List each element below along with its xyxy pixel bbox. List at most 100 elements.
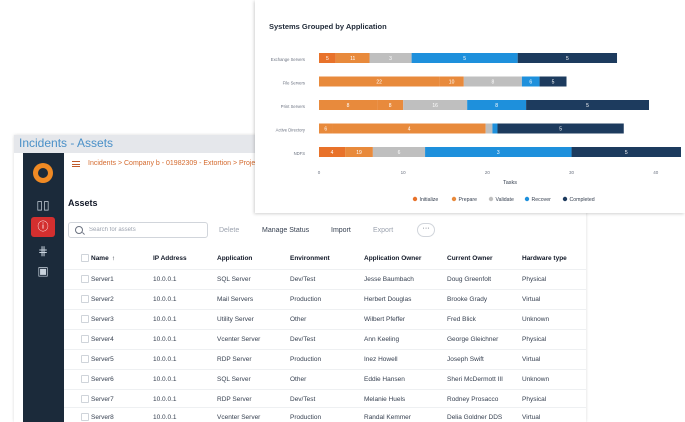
table-row[interactable]: Server6 10.0.0.1 SQL Server Other Eddie … [64, 369, 586, 389]
contacts-icon[interactable]: ▣ [37, 264, 49, 278]
category-label: NDFS [294, 151, 306, 156]
table-row[interactable]: Server1 10.0.0.1 SQL Server Dev/Test Jes… [64, 269, 586, 289]
table-row[interactable]: Server4 10.0.0.1 Vcenter Server Dev/Test… [64, 329, 586, 349]
row-checkbox[interactable] [81, 413, 89, 421]
delete-button[interactable]: Delete [219, 227, 240, 234]
segment-label: 6 [398, 150, 401, 156]
segment-label: 8 [347, 103, 350, 109]
row-checkbox[interactable] [81, 375, 89, 383]
table-row[interactable]: Server8 10.0.0.1 Vcenter Server Producti… [64, 407, 586, 422]
row-checkbox[interactable] [81, 335, 89, 343]
cell-ip: 10.0.0.1 [153, 356, 177, 363]
breadcrumb-bar: Incidents > Company b - 01982309 - Extor… [64, 153, 586, 177]
dashboard-icon[interactable]: ▯▯ [36, 198, 50, 212]
bar-segment [539, 76, 567, 87]
cell-name: Server1 [91, 276, 114, 283]
bar-segment [369, 53, 412, 63]
export-button[interactable]: Export [373, 227, 394, 234]
table-row[interactable]: Server7 10.0.0.1 RDP Server Dev/Test Mel… [64, 389, 586, 409]
row-checkbox[interactable] [81, 355, 89, 363]
cell-environment: Production [290, 296, 322, 303]
table-row[interactable]: Server2 10.0.0.1 Mail Servers Production… [64, 289, 586, 309]
cell-name: Server3 [91, 316, 114, 323]
bar-segment [335, 53, 370, 63]
cell-environment: Other [290, 316, 307, 323]
cell-hardware: Virtual [522, 414, 541, 421]
bar-segment [439, 76, 464, 87]
cell-name: Server8 [91, 414, 114, 421]
legend-label: Recover [532, 197, 552, 203]
segment-label: 19 [356, 150, 362, 156]
column-header-hardware[interactable]: Hardware type [522, 255, 567, 262]
cell-current-owner: Sheri McDermott III [447, 376, 503, 383]
column-header-environment[interactable]: Environment [290, 255, 330, 262]
cell-hardware: Unknown [522, 376, 550, 383]
row-checkbox[interactable] [81, 275, 89, 283]
segment-label: 3 [497, 150, 500, 156]
cell-current-owner: Doug Greenfolt [447, 276, 492, 283]
row-checkbox[interactable] [81, 315, 89, 323]
x-tick-label: 10 [401, 170, 407, 175]
import-button[interactable]: Import [331, 227, 351, 234]
column-header-ip[interactable]: IP Address [153, 255, 187, 262]
bar-segment [485, 123, 493, 134]
cell-app-owner: Melanie Huels [364, 396, 406, 403]
network-icon[interactable]: ⋕ [37, 244, 49, 258]
segment-label: 4 [331, 150, 334, 156]
cell-name: Server4 [91, 336, 114, 343]
legend-label: Validate [496, 197, 514, 203]
manage-status-button[interactable]: Manage Status [262, 227, 310, 234]
incidents-icon[interactable]: ⓘ [31, 217, 55, 237]
bar-segment [467, 100, 527, 110]
cell-ip: 10.0.0.1 [153, 336, 177, 343]
table-row[interactable]: Server5 10.0.0.1 RDP Server Production I… [64, 349, 586, 369]
chart-title: Systems Grouped by Application [269, 22, 387, 31]
cell-environment: Dev/Test [290, 276, 316, 283]
cell-ip: 10.0.0.1 [153, 396, 177, 403]
segment-label: 11 [350, 56, 355, 62]
cell-ip: 10.0.0.1 [153, 296, 177, 303]
cell-hardware: Unknown [522, 316, 550, 323]
legend-label: Prepare [459, 197, 478, 203]
column-header-current-owner[interactable]: Current Owner [447, 255, 493, 262]
segment-label: 5 [552, 79, 555, 85]
cell-current-owner: Fred Blick [447, 316, 476, 323]
category-label: Exchange Servers [271, 57, 305, 62]
legend-marker [488, 196, 494, 202]
cell-hardware: Virtual [522, 356, 541, 363]
menu-icon[interactable] [72, 161, 80, 167]
cell-ip: 10.0.0.1 [153, 276, 177, 283]
bar-segment [526, 100, 650, 110]
table-row[interactable]: Server3 10.0.0.1 Utility Server Other Wi… [64, 309, 586, 329]
search-box[interactable] [68, 222, 208, 238]
row-checkbox[interactable] [81, 295, 89, 303]
column-header-app-owner[interactable]: Application Owner [364, 255, 422, 262]
x-tick-label: 0 [318, 170, 321, 175]
page-title: Assets [68, 198, 98, 208]
legend-marker [562, 196, 568, 202]
cell-application: Mail Servers [217, 296, 254, 303]
breadcrumb[interactable]: Incidents > Company b - 01982309 - Extor… [88, 160, 268, 167]
more-options-button[interactable]: ··· [417, 223, 435, 237]
cell-ip: 10.0.0.1 [153, 316, 177, 323]
column-header-name[interactable]: Name ↑ [91, 255, 115, 262]
bar-segment [319, 123, 333, 134]
cell-app-owner: Randal Kemmer [364, 414, 411, 421]
cell-current-owner: Rodney Prosacco [447, 396, 499, 403]
search-input[interactable] [89, 225, 201, 235]
bar-segment [425, 147, 572, 157]
segment-label: 8 [389, 103, 392, 109]
bar-segment [497, 123, 624, 134]
select-all-checkbox[interactable] [81, 254, 89, 262]
cell-app-owner: Eddie Hansen [364, 376, 405, 383]
app-logo[interactable] [33, 163, 53, 183]
bar-segment [571, 147, 681, 157]
segment-label: 5 [326, 56, 329, 62]
cell-app-owner: Wilbert Pfeffer [364, 316, 406, 323]
window-title: Incidents - Assets [19, 136, 114, 150]
stacked-bar-chart: Exchange Servers 5 11 3 5 5 File Servers 22 10 8 6… [271, 53, 681, 203]
x-tick-label: 30 [569, 170, 575, 175]
row-checkbox[interactable] [81, 395, 89, 403]
column-header-application[interactable]: Application [217, 255, 253, 262]
segment-label: 8 [491, 79, 494, 85]
